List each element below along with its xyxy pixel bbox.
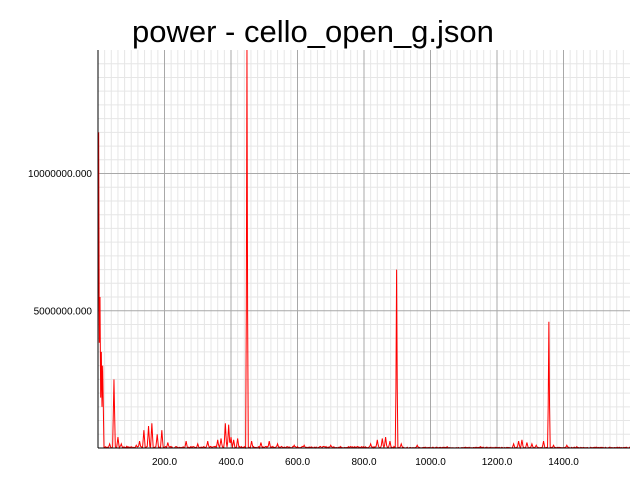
tick-labels: 200.0 400.0 600.0 800.0 1000.0 1200.0 1400.0 50… [28,169,579,468]
x-tick-label: 400.0 [218,457,243,468]
chart-title: power - cello_open_g.json [132,14,494,49]
x-tick-label: 600.0 [285,457,310,468]
y-tick-label: 10000000.000 [28,169,92,180]
x-tick-label: 200.0 [152,457,177,468]
x-tick-label: 1200.0 [482,457,513,468]
major-gridlines [98,50,630,448]
y-tick-label: 5000000.000 [34,306,93,317]
x-tick-label: 800.0 [351,457,376,468]
x-tick-label: 1000.0 [415,457,446,468]
axes-layer [97,50,630,449]
x-tick-label: 1400.0 [548,457,579,468]
